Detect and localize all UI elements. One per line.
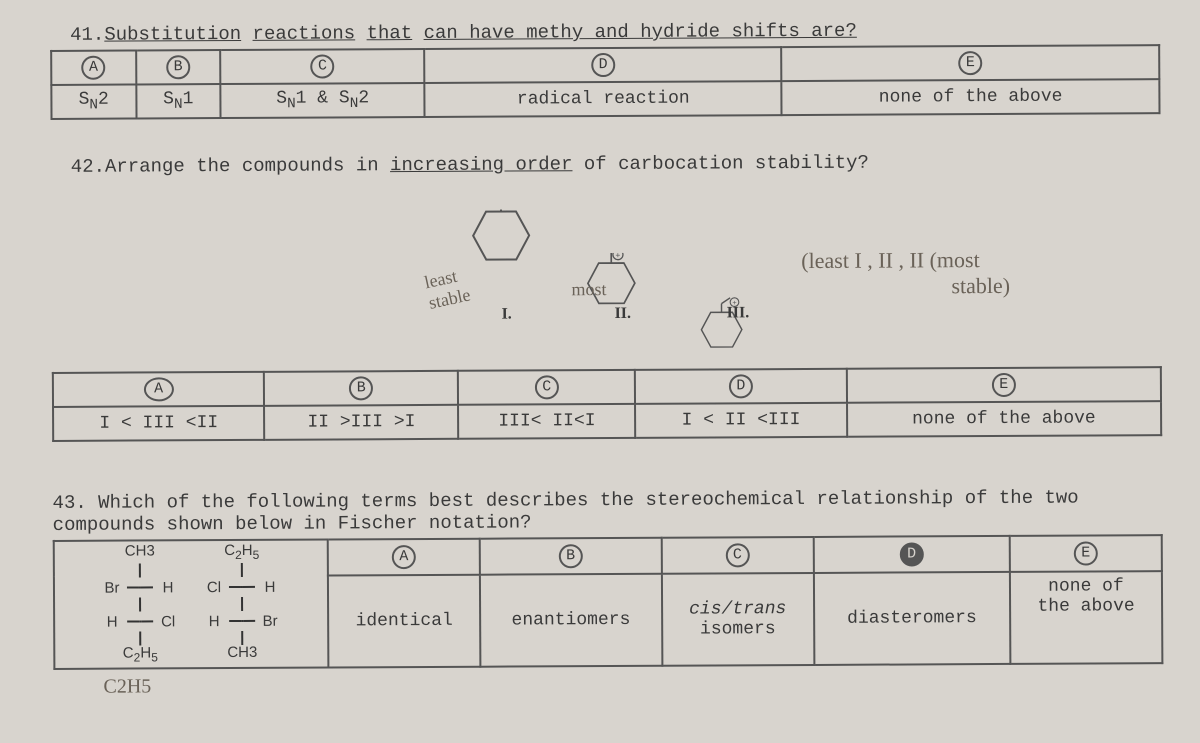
q42-hand-answer: (least I , II , II (most stable)	[801, 247, 1010, 300]
q43-optE: none ofthe above	[1010, 571, 1163, 664]
q41-optC-letter: C	[310, 54, 334, 78]
svg-text:+: +	[615, 253, 620, 261]
q42-optB: II >III >I	[264, 405, 458, 440]
q42-optA: I < III <II	[53, 406, 264, 441]
q42-label-1: I.	[502, 306, 512, 324]
q42-optC-letter: C	[535, 375, 559, 399]
q43-hand-bottom: C2H5	[103, 670, 1183, 699]
q41-optC: SN1 & SN2	[220, 83, 424, 118]
q42-optE-letter: E	[992, 373, 1016, 397]
q42-optB-letter: B	[349, 376, 373, 400]
q42-optD: I < II <III	[635, 403, 846, 438]
q43-title: 43. Which of the following terms best de…	[52, 486, 1182, 536]
q42-optD-letter: D	[729, 374, 753, 398]
q43-optA: identical	[328, 575, 481, 668]
q42-label-2: II.	[615, 305, 632, 323]
q43-optB-letter: B	[559, 544, 583, 568]
q41-optD: radical reaction	[425, 81, 782, 117]
q43-optD-letter: D	[900, 543, 924, 567]
q43-mol1: CH3 BrH HCl C2H5	[97, 543, 184, 665]
q41-optA: SN2	[51, 84, 136, 118]
q41-optD-letter: D	[591, 53, 615, 77]
q42-hand-most: most	[571, 279, 606, 300]
q41-optA-letter: A	[81, 56, 105, 80]
q42-structure-1: ⊕	[471, 209, 531, 261]
q43-optC-letter: C	[725, 543, 749, 567]
q43-optA-letter: A	[392, 545, 416, 569]
q41-optE-letter: E	[958, 51, 982, 75]
q43-mol2: C2H5 ClH HBr CH3	[199, 543, 286, 665]
q42-optE: none of the above	[847, 401, 1162, 437]
q41-optE: none of the above	[782, 79, 1160, 115]
q41-optB: SN1	[136, 84, 221, 118]
q41-optB-letter: B	[166, 55, 190, 79]
q43-optD: diasteromers	[814, 572, 1011, 665]
q42-title: 42.Arrange the compounds in increasing o…	[71, 150, 1181, 178]
q43-optC: cis/transisomers	[662, 573, 815, 666]
q41-title: 41.Substitution reactions that can have …	[70, 18, 1180, 46]
q43-optB: enantiomers	[480, 574, 662, 667]
q43-optE-letter: E	[1074, 542, 1098, 566]
q42-label-3: III.	[726, 304, 749, 322]
q42-table: A B C D E I < III <II II >III >I III< II…	[52, 366, 1162, 442]
q41-table: A B C D E SN2 SN1 SN1 & SN2 radical reac…	[50, 44, 1160, 120]
q42-optA-letter: A	[144, 377, 174, 401]
q42-optC: III< II<I	[458, 404, 635, 439]
svg-text:⊕: ⊕	[497, 209, 504, 211]
q43-table: CH3 BrH HCl C2H5 C2H5 ClH HBr	[53, 534, 1164, 670]
q42-hand-least: leaststable	[422, 264, 472, 314]
